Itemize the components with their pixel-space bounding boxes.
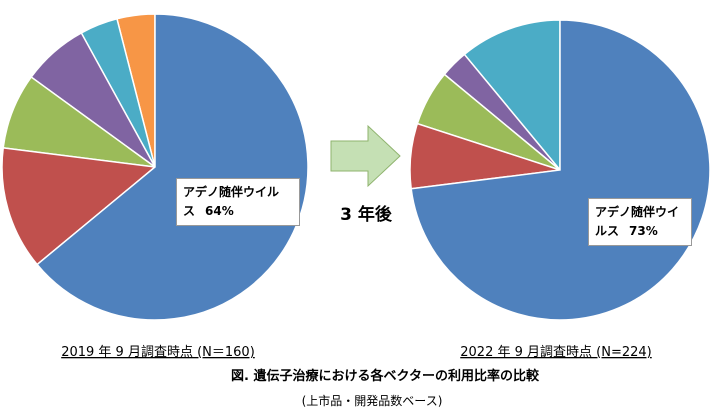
caption: 図. 遺伝子治療における各ベクターの利用比率の比較 [231,368,540,384]
pie-title: 2022 年 9 月調査時点 (N=224) [460,345,651,360]
arrow-label: 3 年後 [340,204,393,225]
value-label: 64% [205,204,234,218]
arrow [330,124,401,188]
note: (上市品・開発品数ベース) [302,393,443,408]
value-label: 73% [629,224,658,238]
pie-slice [1,146,157,266]
pie-slice [463,19,561,173]
pie-title: 2019 年 9 月調査時点 (N＝160) [61,345,255,360]
category-label: アデノ随伴ウイルス [183,185,280,218]
slice-label: アデノ随伴ウイルス 64% [176,178,300,226]
pie-slice [36,13,309,321]
slice-label: アデノ随伴ウイルス 73% [588,198,692,246]
category-label: アデノ随伴ウイルス [595,205,680,238]
